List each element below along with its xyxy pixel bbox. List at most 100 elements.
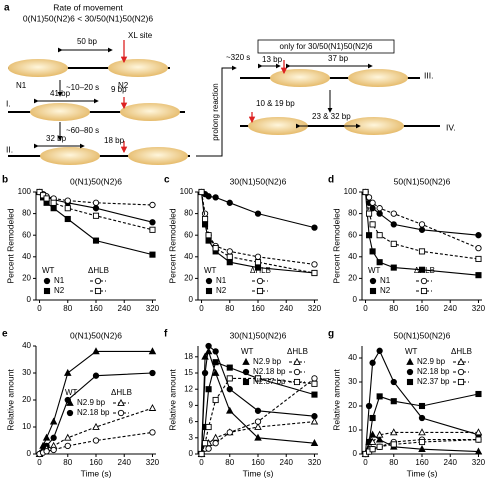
marker [376,347,383,354]
marker [92,199,100,206]
x-tick-label: 320 [472,304,486,313]
x-tick-label: 240 [280,304,294,313]
marker [390,264,397,271]
marker [375,430,384,438]
marker [369,446,376,453]
marker [49,417,58,425]
marker [92,372,100,379]
marker [205,277,213,285]
marker [117,398,125,406]
marker [376,443,383,450]
span-label: 9 bp [111,85,127,94]
nucleosome [8,59,68,77]
marker [390,378,397,386]
marker [242,357,250,365]
marker [43,277,51,285]
marker [368,437,377,445]
chart-title: 50(N1)50(N2)6 [394,330,451,340]
marker [149,369,156,377]
x-tick-label: 0 [363,304,368,313]
marker [311,269,318,277]
marker [202,440,209,447]
marker [226,375,233,382]
x-tick-label: 160 [251,304,265,313]
x-tick-label: 240 [444,458,458,467]
y-tick-label: 100 [344,187,358,196]
x-tick-label: 80 [389,304,398,313]
marker [376,232,383,239]
nucleosome [344,117,404,135]
span-label: 32 bp [46,134,67,143]
diagram-subtitle: 0(N1)50(N2)6 < 30/50(N1)50(N2)6 [23,13,153,23]
marker [474,447,483,455]
legend-label: N2.9 bp [253,357,282,366]
span-label: 23 & 32 bp [312,112,351,121]
marker [226,199,233,206]
xl-label: XL site [128,31,153,40]
marker [369,414,376,422]
marker [310,417,319,425]
series-line [365,191,479,249]
marker [212,194,219,201]
marker [418,221,426,228]
x-tick-label: 240 [118,304,132,313]
marker [226,364,233,371]
note: only for 30/50(N1)50(N2)6 [280,42,373,51]
time-label: ~10–20 s [66,83,99,92]
marker [94,287,102,295]
marker [365,402,373,410]
marker [369,205,376,212]
y-tick-label: 6 [189,417,194,426]
marker [226,248,233,255]
y-tick-label: 100 [180,187,194,196]
marker [201,369,209,377]
y-axis-label: Relative amount [331,369,341,431]
x-tick-label: 80 [63,304,72,313]
nucleosome [108,59,168,77]
prolong-label: prolong reaction [211,83,220,140]
marker [406,357,414,365]
marker [390,240,397,247]
marker [390,441,397,448]
time-label: ~60–80 s [66,126,99,135]
x-tick-label: 80 [63,458,72,467]
marker [64,215,71,223]
marker [94,277,102,285]
legend-label: N2.18 bp [253,367,286,376]
marker [311,261,318,268]
marker [418,445,426,453]
chart-title: 0(N1)50(N2)6 [70,330,122,340]
x-axis-label: Time (s) [81,468,112,478]
panel-label: f [164,329,168,340]
marker [418,248,426,255]
y-tick-label: 0 [27,295,32,304]
x-tick-label: 320 [308,458,322,467]
x-tick-label: 0 [199,458,204,467]
marker [475,272,482,279]
y-tick-label: 30 [22,368,31,377]
marker [376,210,383,217]
marker [36,188,43,196]
marker [362,188,369,196]
marker [390,210,397,217]
marker [212,396,219,404]
x-tick-label: 160 [89,304,103,313]
marker [457,368,465,376]
marker [376,393,383,400]
y-tick-label: 9 [189,401,194,410]
legend-label: N1 [54,276,65,285]
x-tick-label: 0 [37,458,42,467]
x-tick-label: 160 [251,458,265,467]
x-tick-label: 160 [415,304,429,313]
y-tick-label: 0 [189,295,194,304]
marker [406,368,414,376]
marker [50,205,57,212]
marker [212,245,219,252]
marker [376,205,383,212]
nucleosome [348,69,408,87]
marker [475,245,482,252]
y-tick-label: 100 [18,187,32,196]
